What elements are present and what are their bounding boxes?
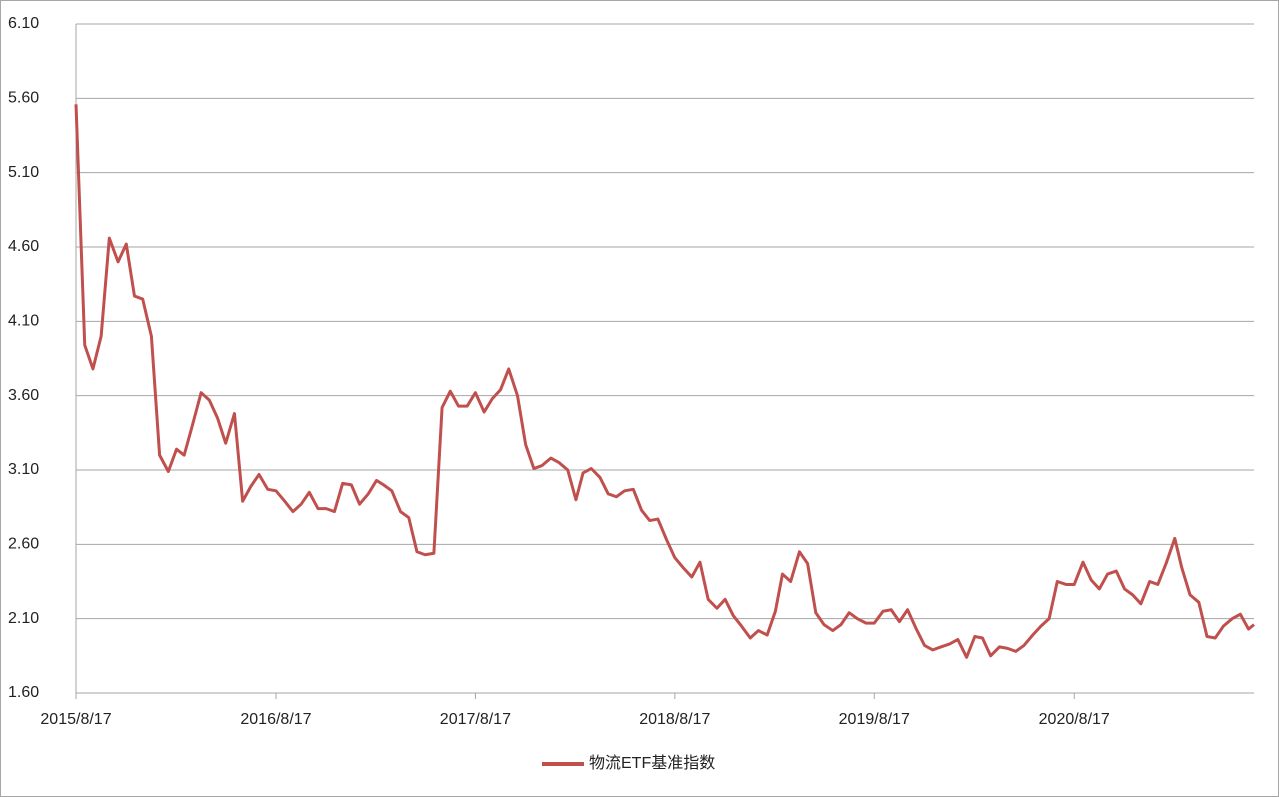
- y-tick-label: 2.60: [8, 536, 39, 553]
- y-tick-label: 5.60: [8, 90, 39, 107]
- legend-label: 物流ETF基准指数: [589, 754, 715, 772]
- x-tick-label: 2017/8/17: [440, 711, 511, 728]
- y-tick-label: 5.10: [8, 164, 39, 181]
- x-tick-label: 2020/8/17: [1039, 711, 1110, 728]
- y-tick-label: 4.60: [8, 238, 39, 255]
- y-tick-label: 6.10: [8, 15, 39, 32]
- x-tick-label: 2019/8/17: [839, 711, 910, 728]
- y-tick-label: 2.10: [8, 610, 39, 627]
- y-tick-label: 3.10: [8, 461, 39, 478]
- y-tick-label: 1.60: [8, 684, 39, 701]
- x-tick-label: 2018/8/17: [639, 711, 710, 728]
- x-tick-label: 2016/8/17: [240, 711, 311, 728]
- y-tick-label: 3.60: [8, 387, 39, 404]
- x-tick-label: 2015/8/17: [40, 711, 111, 728]
- data-line: [74, 104, 1255, 659]
- y-tick-label: 4.10: [8, 313, 39, 330]
